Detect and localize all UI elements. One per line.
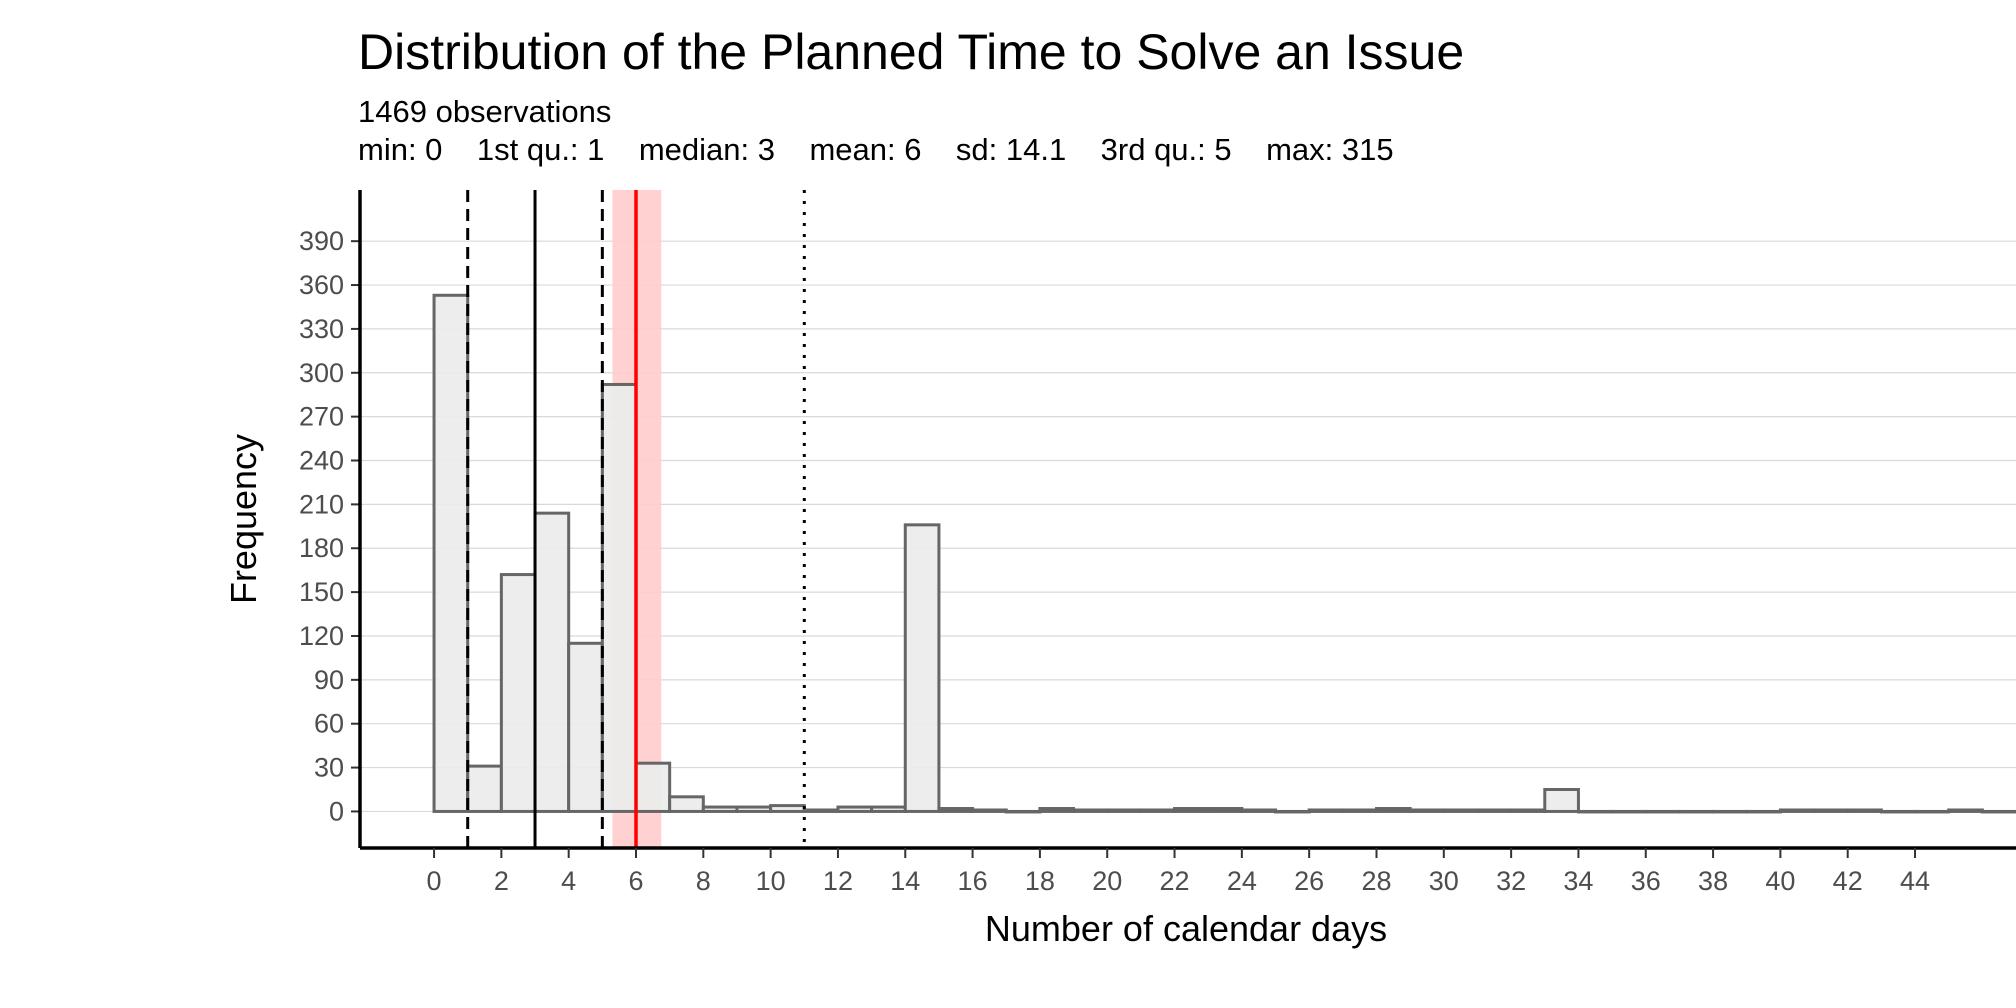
x-tick-label-10: 10 <box>756 866 786 896</box>
y-tick-label-270: 270 <box>299 402 344 432</box>
bar-bin-34 <box>1576 809 1614 814</box>
bar-bin-37 <box>1677 809 1715 814</box>
bar-bin-38 <box>1711 809 1749 814</box>
bar-bin-43 <box>1879 809 1917 814</box>
x-tick-label-40: 40 <box>1765 866 1795 896</box>
bar-bin-25 <box>1274 809 1311 814</box>
y-tick-label-300: 300 <box>299 358 344 388</box>
bar-bin-23 <box>1206 807 1244 813</box>
y-axis-title: Frequency <box>223 434 264 604</box>
bar-bin-4 <box>567 641 604 813</box>
bar-bin-26 <box>1307 808 1345 813</box>
bar-bin-16 <box>971 808 1008 813</box>
x-tick-label-8: 8 <box>696 866 711 896</box>
x-tick-label-0: 0 <box>427 866 442 896</box>
bar-bin-18 <box>1038 807 1076 813</box>
y-tick-label-0: 0 <box>329 796 344 826</box>
bar-bin-20 <box>1105 808 1143 813</box>
y-tick-label-210: 210 <box>299 489 344 519</box>
y-tick-label-30: 30 <box>314 753 344 783</box>
x-tick-label-44: 44 <box>1900 866 1930 896</box>
bar-bin-7 <box>668 795 705 813</box>
x-tick-label-30: 30 <box>1429 866 1459 896</box>
bar-bin-12 <box>836 805 874 813</box>
bar-bin-33 <box>1543 788 1580 813</box>
x-tick-label-22: 22 <box>1160 866 1190 896</box>
x-tick-label-16: 16 <box>958 866 988 896</box>
bar-bin-40 <box>1778 808 1816 813</box>
x-tick-label-20: 20 <box>1092 866 1122 896</box>
x-tick-label-36: 36 <box>1631 866 1661 896</box>
y-tick-label-330: 330 <box>299 314 344 344</box>
bar-bin-11 <box>802 808 840 813</box>
bar-bin-44 <box>1913 809 1951 814</box>
bar-bin-0 <box>432 293 470 813</box>
x-tick-label-32: 32 <box>1496 866 1526 896</box>
x-tick-label-24: 24 <box>1227 866 1257 896</box>
x-axis-title: Number of calendar days <box>985 908 1387 949</box>
x-tick-label-14: 14 <box>890 866 920 896</box>
bar-bin-35 <box>1610 809 1648 814</box>
bar-bin-8 <box>701 805 739 813</box>
bar-bin-14 <box>903 523 941 813</box>
y-tick-label-90: 90 <box>314 665 344 695</box>
y-tick-label-150: 150 <box>299 577 344 607</box>
bar-bin-3 <box>533 511 571 813</box>
chart-subtitle-observations: 1469 observations <box>358 94 612 129</box>
chart-title: Distribution of the Planned Time to Solv… <box>358 24 1465 80</box>
y-tick-label-240: 240 <box>299 446 344 476</box>
bar-bin-22 <box>1173 807 1210 813</box>
bar-bin-31 <box>1475 808 1513 813</box>
x-tick-label-28: 28 <box>1361 866 1391 896</box>
bar-bin-27 <box>1341 808 1378 813</box>
bar-bin-6 <box>634 761 672 813</box>
y-tick-label-180: 180 <box>299 533 344 563</box>
bar-bin-19 <box>1072 808 1109 813</box>
bar-bin-30 <box>1442 808 1479 813</box>
bar-bin-24 <box>1240 808 1278 813</box>
y-tick-label-360: 360 <box>299 270 344 300</box>
chart-subtitle-statistics: min: 0 1st qu.: 1 median: 3 mean: 6 sd: … <box>358 132 1394 167</box>
x-tick-label-34: 34 <box>1563 866 1593 896</box>
bar-bin-28 <box>1374 807 1412 813</box>
bar-bin-17 <box>1004 809 1042 814</box>
x-tick-label-6: 6 <box>628 866 643 896</box>
x-tick-label-2: 2 <box>494 866 509 896</box>
x-tick-label-26: 26 <box>1294 866 1324 896</box>
bar-bin-10 <box>769 804 806 813</box>
y-tick-label-390: 390 <box>299 226 344 256</box>
bar-bin-36 <box>1644 809 1681 814</box>
x-tick-label-4: 4 <box>561 866 576 896</box>
bar-bin-46 <box>1980 809 2016 814</box>
x-tick-label-18: 18 <box>1025 866 1055 896</box>
bar-bin-15 <box>937 807 975 813</box>
bar-bin-9 <box>735 805 773 813</box>
x-tick-label-42: 42 <box>1833 866 1863 896</box>
x-tick-label-38: 38 <box>1698 866 1728 896</box>
x-tick-label-12: 12 <box>823 866 853 896</box>
bar-bin-32 <box>1509 808 1547 813</box>
bar-bin-1 <box>466 764 503 813</box>
bar-bin-5 <box>600 382 638 813</box>
bar-bin-2 <box>499 573 537 813</box>
reference-lines <box>466 190 806 848</box>
bar-bin-21 <box>1139 808 1177 813</box>
y-tick-label-60: 60 <box>314 709 344 739</box>
bar-bin-41 <box>1812 808 1850 813</box>
bar-bin-45 <box>1947 808 1984 813</box>
bar-bin-29 <box>1408 808 1446 813</box>
bar-bin-39 <box>1745 809 1782 814</box>
axes <box>351 190 2016 858</box>
bar-bin-42 <box>1846 808 1883 813</box>
bar-bin-13 <box>870 805 907 813</box>
y-tick-label-120: 120 <box>299 621 344 651</box>
